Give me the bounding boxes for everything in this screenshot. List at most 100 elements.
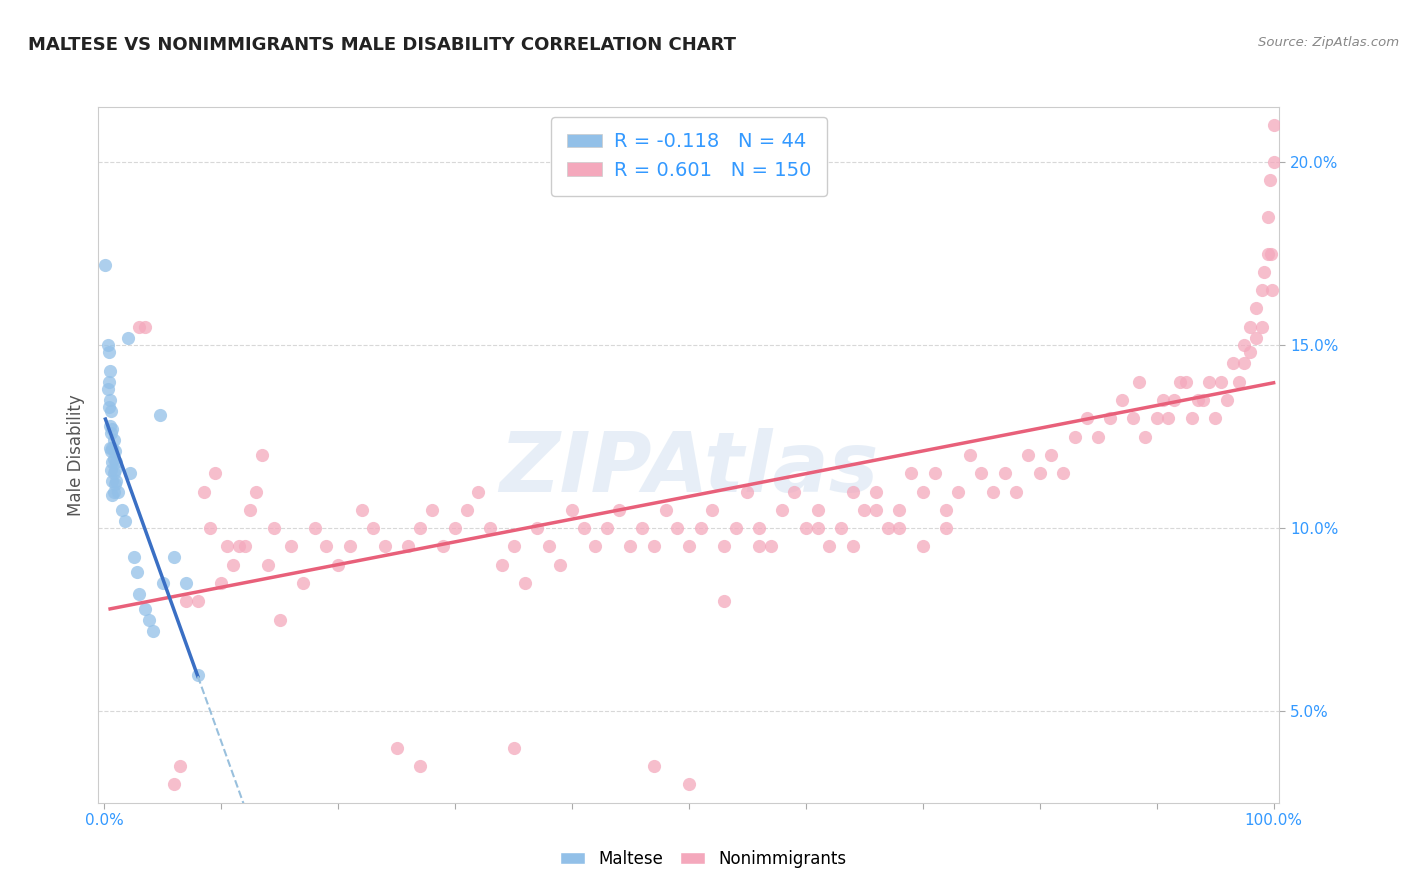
Point: [1076, 411, 1098, 425]
Point: [1257, 246, 1279, 260]
Point: [97, 345, 120, 359]
Point: [1260, 246, 1282, 260]
Point: [1052, 467, 1074, 481]
Point: [101, 422, 124, 436]
Point: [994, 467, 1017, 481]
Point: [101, 441, 124, 455]
Point: [678, 540, 700, 554]
Point: [339, 540, 361, 554]
Point: [409, 521, 432, 535]
Point: [794, 521, 817, 535]
Point: [1168, 375, 1191, 389]
Point: [1257, 210, 1279, 224]
Point: [1227, 375, 1250, 389]
Point: [783, 484, 806, 499]
Point: [101, 488, 124, 502]
Point: [806, 521, 828, 535]
Point: [101, 455, 124, 469]
Point: [537, 540, 560, 554]
Point: [361, 521, 384, 535]
Point: [103, 434, 125, 448]
Point: [772, 503, 794, 517]
Point: [643, 540, 665, 554]
Point: [1098, 411, 1121, 425]
Y-axis label: Male Disability: Male Disability: [66, 394, 84, 516]
Point: [607, 503, 630, 517]
Point: [98, 418, 121, 433]
Point: [128, 319, 150, 334]
Point: [1233, 338, 1256, 352]
Point: [713, 540, 735, 554]
Point: [280, 540, 302, 554]
Point: [245, 484, 267, 499]
Point: [97, 338, 120, 352]
Point: [233, 540, 256, 554]
Point: [134, 319, 156, 334]
Point: [97, 382, 120, 396]
Point: [100, 425, 122, 440]
Point: [1005, 484, 1028, 499]
Point: [114, 514, 136, 528]
Point: [174, 576, 197, 591]
Point: [1222, 356, 1244, 370]
Point: [889, 503, 911, 517]
Point: [1244, 301, 1267, 316]
Point: [1181, 411, 1204, 425]
Point: [1087, 429, 1109, 443]
Point: [876, 521, 898, 535]
Point: [1152, 392, 1174, 407]
Point: [1198, 375, 1220, 389]
Point: [432, 540, 454, 554]
Point: [315, 540, 337, 554]
Point: [1263, 155, 1285, 169]
Point: [1040, 448, 1063, 462]
Point: [748, 540, 770, 554]
Point: [350, 503, 373, 517]
Point: [818, 540, 841, 554]
Point: [98, 392, 121, 407]
Point: [619, 540, 641, 554]
Point: [1128, 375, 1150, 389]
Point: [596, 521, 619, 535]
Point: [104, 455, 127, 469]
Point: [125, 565, 148, 579]
Point: [103, 484, 125, 499]
Point: [959, 448, 981, 462]
Point: [409, 759, 432, 773]
Point: [107, 484, 129, 499]
Point: [103, 467, 125, 481]
Point: [396, 540, 419, 554]
Point: [187, 594, 209, 608]
Point: [583, 540, 606, 554]
Point: [292, 576, 315, 591]
Point: [149, 408, 172, 422]
Point: [98, 441, 121, 455]
Point: [678, 777, 700, 791]
Point: [97, 375, 120, 389]
Point: [479, 521, 502, 535]
Point: [631, 521, 654, 535]
Point: [111, 503, 134, 517]
Point: [228, 540, 250, 554]
Point: [1192, 392, 1215, 407]
Point: [1216, 392, 1239, 407]
Point: [374, 540, 396, 554]
Point: [103, 451, 125, 466]
Point: [257, 558, 280, 572]
Point: [1122, 411, 1144, 425]
Point: [1261, 283, 1284, 297]
Point: [198, 521, 221, 535]
Point: [1253, 265, 1275, 279]
Point: [134, 601, 156, 615]
Point: [970, 467, 993, 481]
Point: [215, 540, 238, 554]
Point: [713, 594, 735, 608]
Point: [163, 777, 186, 791]
Point: [104, 474, 127, 488]
Point: [1258, 173, 1281, 187]
Point: [118, 467, 141, 481]
Point: [98, 364, 121, 378]
Point: [1251, 319, 1274, 334]
Point: [935, 503, 957, 517]
Legend: R = -0.118   N = 44, R = 0.601   N = 150: R = -0.118 N = 44, R = 0.601 N = 150: [551, 117, 827, 195]
